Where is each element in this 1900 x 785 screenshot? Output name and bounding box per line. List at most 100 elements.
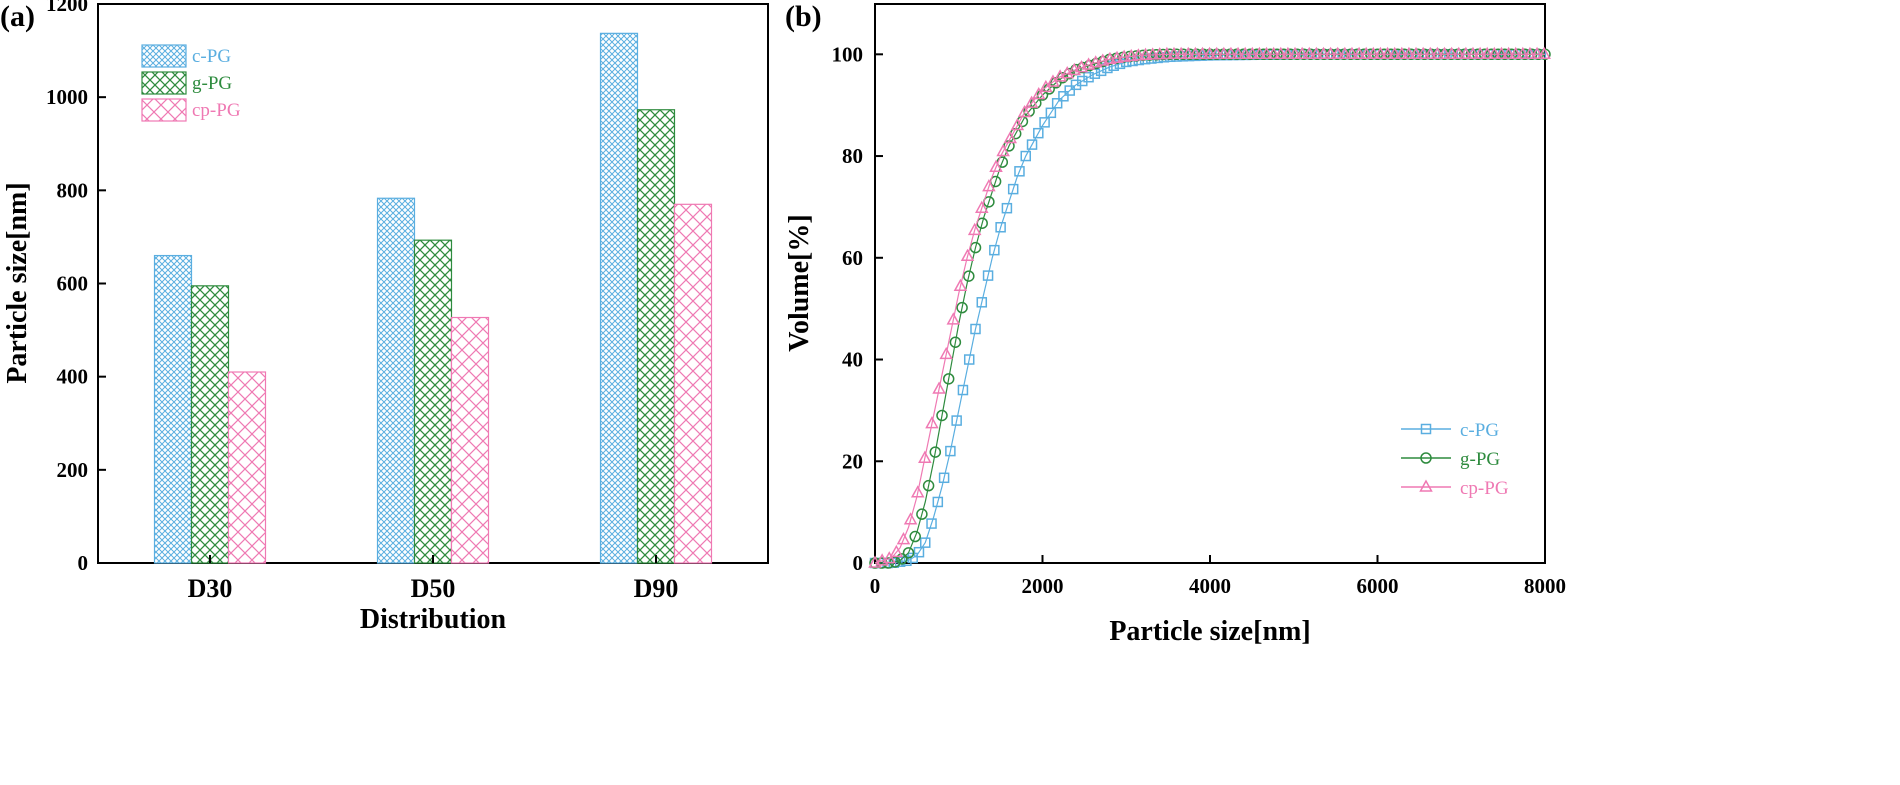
series-cp-PG (868, 46, 1551, 568)
data-point (1259, 46, 1274, 60)
data-point (913, 546, 925, 558)
data-point (989, 244, 1000, 256)
legend-label: cp-PG (1460, 478, 1509, 499)
data-point (929, 446, 942, 458)
data-point (1444, 46, 1459, 60)
data-point (1014, 166, 1025, 177)
data-point (1508, 46, 1523, 60)
y-tick-label: 400 (57, 365, 89, 389)
data-point (1033, 127, 1044, 139)
data-point (1020, 150, 1031, 162)
y-axis-title: Volume[%] (784, 214, 815, 351)
data-point (1537, 46, 1551, 60)
line-chart-panel: (b) 0 20 40 60 80 100 0 2000 4000 6000 8000 Parti… (784, 0, 1566, 647)
data-point (936, 409, 948, 422)
data-point (1160, 46, 1174, 60)
y-tick-label: 200 (57, 458, 89, 482)
data-point (1209, 46, 1224, 60)
data-point (989, 159, 1003, 172)
bar-c-PG-D50 (376, 197, 416, 564)
x-axis-title: Particle size[nm] (1109, 616, 1310, 647)
data-point (1245, 46, 1260, 60)
data-point (1003, 130, 1018, 144)
data-point (1409, 46, 1423, 60)
data-point (1387, 46, 1402, 60)
data-point (1252, 46, 1267, 60)
x-tick-label: D90 (634, 574, 679, 603)
data-point (946, 312, 961, 325)
data-point (1231, 46, 1245, 60)
bar-g-PG-D30 (190, 285, 230, 564)
data-point (902, 547, 915, 559)
data-point (995, 222, 1006, 233)
data-point (982, 179, 996, 192)
data-point (1224, 46, 1238, 60)
data-point (1124, 48, 1139, 62)
data-point (963, 354, 975, 365)
data-point (1217, 46, 1231, 60)
x-tick-label: 0 (870, 574, 881, 598)
data-point (922, 479, 935, 492)
data-point (1466, 46, 1480, 60)
y-tick-label: 80 (842, 144, 863, 168)
data-point (910, 485, 925, 498)
data-point (956, 301, 968, 314)
data-point (1181, 46, 1195, 60)
y-tick-label: 60 (842, 246, 863, 270)
data-point (1026, 139, 1038, 150)
data-point (916, 508, 928, 520)
data-point (1338, 46, 1352, 60)
data-point (1174, 46, 1188, 60)
data-point (1138, 47, 1153, 60)
data-point (949, 336, 962, 348)
bars (153, 32, 713, 564)
panel-b-label: (b) (785, 0, 822, 33)
data-point (1366, 46, 1381, 60)
data-point (960, 248, 975, 262)
data-point (1117, 49, 1131, 62)
data-point (970, 323, 981, 335)
x-tick-label: D30 (188, 574, 233, 603)
data-point (1058, 91, 1069, 102)
data-point (1459, 46, 1473, 60)
data-point (920, 537, 931, 548)
data-point (889, 544, 904, 558)
data-point (926, 518, 937, 529)
data-point (1152, 47, 1167, 60)
data-point (938, 472, 950, 484)
data-point (1288, 46, 1302, 60)
data-point (1402, 46, 1416, 60)
data-point (1024, 95, 1039, 108)
x-tick-label: D50 (411, 574, 456, 603)
y-tick-label: 800 (57, 178, 89, 202)
y-axis-ticks: 0 20 40 60 80 100 (832, 42, 883, 575)
data-point (1103, 51, 1117, 65)
y-tick-label: 20 (842, 449, 863, 473)
bar-chart-panel: (a) 0 200 400 600 800 1000 1200 D30 D50 D90 Dist… (0, 0, 769, 635)
y-tick-label: 40 (842, 348, 863, 372)
data-point (1494, 46, 1509, 60)
data-point (1274, 46, 1288, 60)
data-point (1330, 46, 1345, 60)
legend-marker (1420, 423, 1432, 435)
bar-g-PG-D90 (636, 109, 676, 564)
data-point (1302, 46, 1317, 60)
data-point (1010, 117, 1025, 131)
legend-swatch (141, 71, 187, 95)
data-point (1395, 46, 1409, 60)
data-point (1188, 46, 1203, 60)
data-point (1145, 47, 1160, 60)
data-point (1480, 46, 1494, 60)
data-point (1045, 107, 1057, 119)
data-point (1007, 183, 1019, 195)
series (868, 46, 1551, 569)
y-tick-label: 100 (832, 42, 864, 66)
data-point (1430, 46, 1445, 60)
y-axis-ticks: 0 200 400 600 800 1000 1200 (46, 0, 106, 575)
data-point (1001, 202, 1013, 214)
x-axis-ticks: 0 2000 4000 6000 8000 (870, 555, 1566, 598)
legend-a: c-PG g-PG cp-PG (141, 44, 241, 122)
data-point (1345, 46, 1359, 60)
data-point (1423, 46, 1438, 60)
